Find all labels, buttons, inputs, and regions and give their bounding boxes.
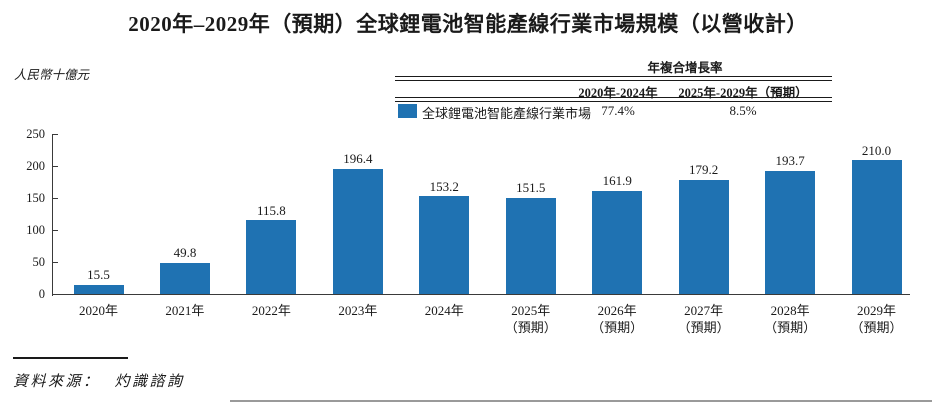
x-tick-sublabel: （預期） (504, 319, 557, 335)
y-tick-label: 200 (26, 158, 45, 173)
bar (246, 220, 297, 294)
bar (505, 197, 556, 294)
x-tick-sublabel: （預期） (764, 319, 817, 335)
x-tick-label: 2025年 (511, 303, 551, 318)
x-tick-sublabel: （預期） (850, 319, 903, 335)
bar-value-label: 153.2 (429, 178, 459, 194)
page-border-line (230, 400, 932, 402)
bar (851, 160, 902, 294)
bar (419, 196, 470, 294)
y-tick-label: 50 (32, 254, 46, 269)
bar-value-label: 161.9 (602, 173, 632, 189)
source-note: 資料來源： 灼識諮詢 (13, 370, 185, 391)
bar (592, 190, 643, 294)
bar-value-label: 179.2 (689, 162, 719, 178)
y-tick-mark (53, 261, 58, 264)
x-tick-label: 2029年 (857, 303, 897, 318)
x-tick-sublabel: （預期） (591, 319, 644, 335)
page-title: 2020年–2029年（預期）全球鋰電池智能產線行業市場規模（以營收計） (128, 12, 808, 36)
bar-value-label: 15.5 (87, 267, 110, 283)
x-tick-label: 2024年 (424, 303, 464, 318)
y-tick-mark (53, 229, 58, 232)
x-tick-label: 2020年 (78, 303, 118, 318)
cagr-column-2020-2024: 2020年-2024年 (578, 86, 658, 100)
bar-value-label: 193.7 (775, 153, 805, 169)
bar-value-label: 115.8 (257, 202, 286, 218)
bar (332, 168, 383, 294)
legend-label: 全球鋰電池智能產線行業市場 (422, 106, 592, 121)
legend-color-swatch (398, 104, 417, 118)
cagr-table: 年複合增長率 2020年-2024年 2025年-2029年（預期） 全球鋰電池… (395, 57, 832, 121)
bar-value-label: 210.0 (861, 142, 892, 158)
bar (73, 284, 124, 294)
y-tick-label: 100 (26, 222, 45, 237)
y-axis-line (51, 134, 54, 296)
table-rule-mid (395, 97, 832, 102)
bar (678, 179, 729, 294)
y-tick-label: 250 (26, 126, 45, 141)
cagr-value-2025-2029: 8.5% (729, 103, 757, 118)
y-tick-mark (53, 165, 58, 168)
x-tick-label: 2027年 (684, 303, 724, 318)
cagr-table-title: 年複合增長率 (647, 61, 723, 75)
cagr-column-2025-2029: 2025年-2029年（預期） (678, 86, 808, 100)
y-tick-mark (53, 133, 58, 136)
y-axis-unit-label: 人民幣十億元 (14, 68, 90, 82)
x-tick-label: 2023年 (338, 303, 378, 318)
source-value: 灼識諮詢 (114, 374, 185, 390)
x-axis-line (51, 293, 910, 296)
bar-value-label: 196.4 (343, 151, 373, 167)
x-tick-sublabel: （預期） (677, 319, 730, 335)
y-tick-mark (53, 197, 58, 200)
source-label: 資料來源： (13, 374, 101, 390)
source-divider-line (13, 357, 128, 359)
y-tick-label: 150 (26, 190, 45, 205)
bar-value-label: 151.5 (516, 180, 546, 196)
cagr-value-2020-2024: 77.4% (601, 103, 635, 118)
x-tick-label: 2026年 (597, 303, 637, 318)
x-tick-label: 2028年 (770, 303, 810, 318)
bar (765, 170, 816, 294)
x-tick-label: 2021年 (165, 303, 205, 318)
y-tick-label: 0 (38, 286, 45, 301)
x-tick-label: 2022年 (251, 303, 291, 318)
table-rule-top (395, 76, 832, 81)
bar-value-label: 49.8 (173, 245, 197, 261)
bar (159, 262, 210, 294)
